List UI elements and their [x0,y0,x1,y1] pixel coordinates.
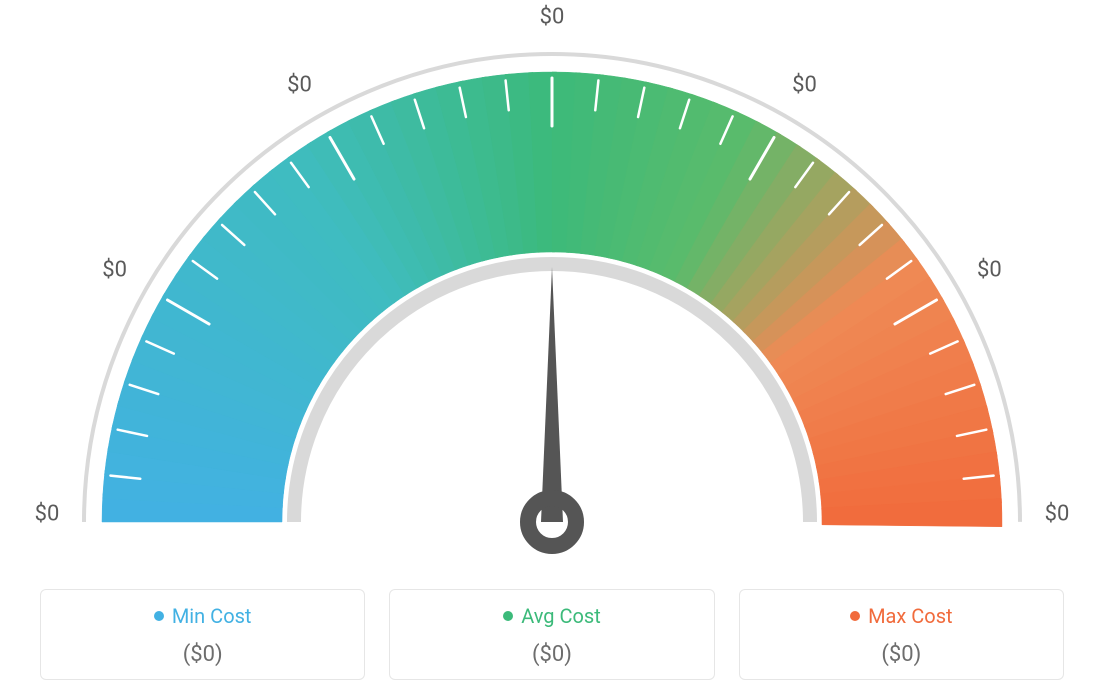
legend-title-min: Min Cost [154,604,252,628]
legend-dot-max [850,611,860,621]
legend-card-max: Max Cost ($0) [739,589,1064,680]
legend-dot-min [154,611,164,621]
gauge-tick-label: $0 [1045,502,1070,527]
legend-card-avg: Avg Cost ($0) [389,589,714,680]
gauge-tick-label: $0 [287,72,312,97]
gauge-tick-label: $0 [540,5,565,30]
legend-value-min: ($0) [51,642,354,667]
legend-card-min: Min Cost ($0) [40,589,365,680]
legend-title-max: Max Cost [850,604,953,628]
legend-label-max: Max Cost [868,604,953,628]
legend-label-avg: Avg Cost [521,604,601,628]
legend-dot-avg [503,611,513,621]
legend-title-avg: Avg Cost [503,604,601,628]
gauge-area: $0 $0 $0 $0 $0 $0 $0 [0,0,1104,555]
gauge-svg [0,0,1104,555]
gauge-tick-label: $0 [977,257,1002,282]
legend-row: Min Cost ($0) Avg Cost ($0) Max Cost ($0… [40,589,1064,680]
gauge-tick-label: $0 [35,502,60,527]
legend-label-min: Min Cost [172,604,252,628]
cost-gauge-container: $0 $0 $0 $0 $0 $0 $0 Min Cost ($0) Avg Cost ($… [0,0,1104,690]
legend-value-max: ($0) [750,642,1053,667]
gauge-tick-label: $0 [102,257,127,282]
gauge-tick-label: $0 [792,72,817,97]
legend-value-avg: ($0) [400,642,703,667]
